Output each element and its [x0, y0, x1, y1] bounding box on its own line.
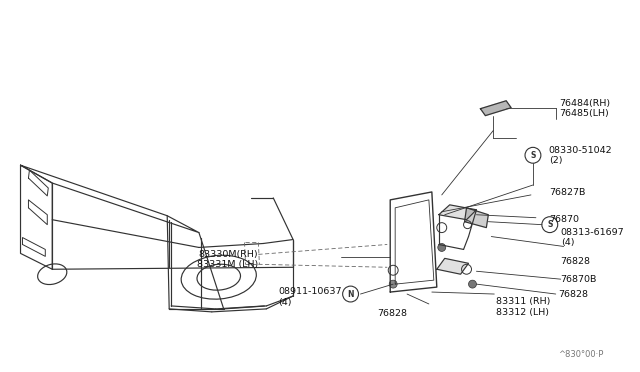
Polygon shape: [481, 101, 511, 116]
Text: 76827B: 76827B: [549, 189, 585, 198]
Text: 76870B: 76870B: [561, 275, 597, 284]
Polygon shape: [439, 205, 476, 220]
Text: 76828: 76828: [377, 310, 407, 318]
Text: 83311 (RH)
83312 (LH): 83311 (RH) 83312 (LH): [496, 297, 550, 317]
Text: 76828: 76828: [561, 257, 591, 266]
Circle shape: [389, 280, 397, 288]
Polygon shape: [465, 208, 488, 228]
Text: 83330M(RH)
83331M (LH): 83330M(RH) 83331M (LH): [197, 250, 259, 269]
Circle shape: [468, 280, 476, 288]
Text: 08330-51042
(2): 08330-51042 (2): [549, 145, 612, 165]
Text: 08911-10637
(4): 08911-10637 (4): [278, 287, 342, 307]
Text: ^830°00·P: ^830°00·P: [558, 350, 604, 359]
Text: 08313-61697
(4): 08313-61697 (4): [561, 228, 624, 247]
Text: 76484(RH)
76485(LH): 76484(RH) 76485(LH): [559, 99, 610, 118]
Circle shape: [438, 244, 445, 251]
Text: 76828: 76828: [557, 289, 588, 299]
Text: S: S: [547, 220, 552, 229]
Polygon shape: [437, 258, 468, 274]
Text: 76870: 76870: [549, 215, 579, 224]
Text: N: N: [348, 289, 354, 299]
Text: S: S: [531, 151, 536, 160]
